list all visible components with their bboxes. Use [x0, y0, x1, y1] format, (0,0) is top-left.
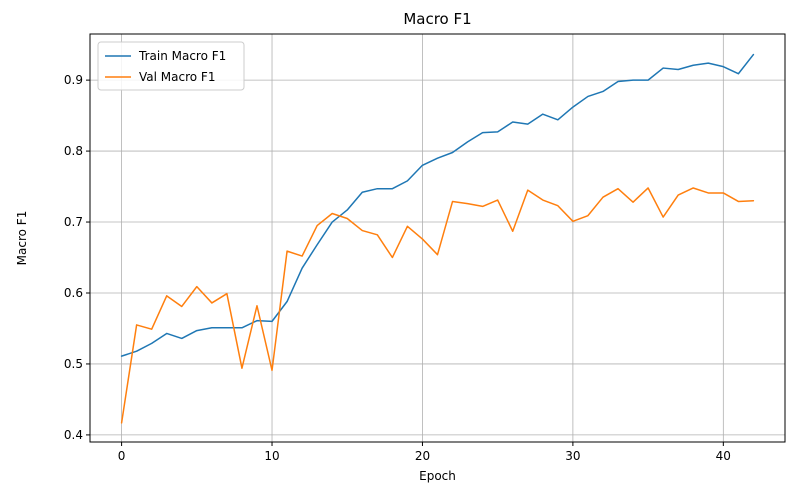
series-line-val: [120, 187, 755, 424]
x-tick-label: 20: [415, 449, 430, 463]
y-tick-label: 0.5: [64, 357, 83, 371]
series-line-train: [120, 53, 755, 357]
plot-frame: [89, 33, 786, 443]
y-axis-label: Macro F1: [15, 211, 29, 266]
legend-label: Val Macro F1: [139, 70, 215, 84]
legend: Train Macro F1 Val Macro F1: [97, 41, 245, 91]
chart-title: Macro F1: [403, 10, 471, 28]
x-tick-label: 30: [565, 449, 580, 463]
y-tick-label: 0.8: [64, 144, 83, 158]
x-tick-label: 10: [264, 449, 279, 463]
legend-label: Train Macro F1: [138, 49, 226, 63]
y-tick-label: 0.9: [64, 73, 83, 87]
legend-box: [97, 41, 245, 91]
x-tick-label: 0: [118, 449, 126, 463]
x-axis-label: Epoch: [419, 469, 456, 483]
y-tick-label: 0.7: [64, 215, 83, 229]
x-tick-label: 40: [716, 449, 731, 463]
ticks: 0 10 20 30 40 0.4 0.5 0.6 0.7 0.8 0.9: [64, 73, 731, 463]
series-layer: [120, 53, 755, 424]
y-tick-label: 0.6: [64, 286, 83, 300]
grid: [90, 34, 785, 442]
y-tick-label: 0.4: [64, 428, 83, 442]
